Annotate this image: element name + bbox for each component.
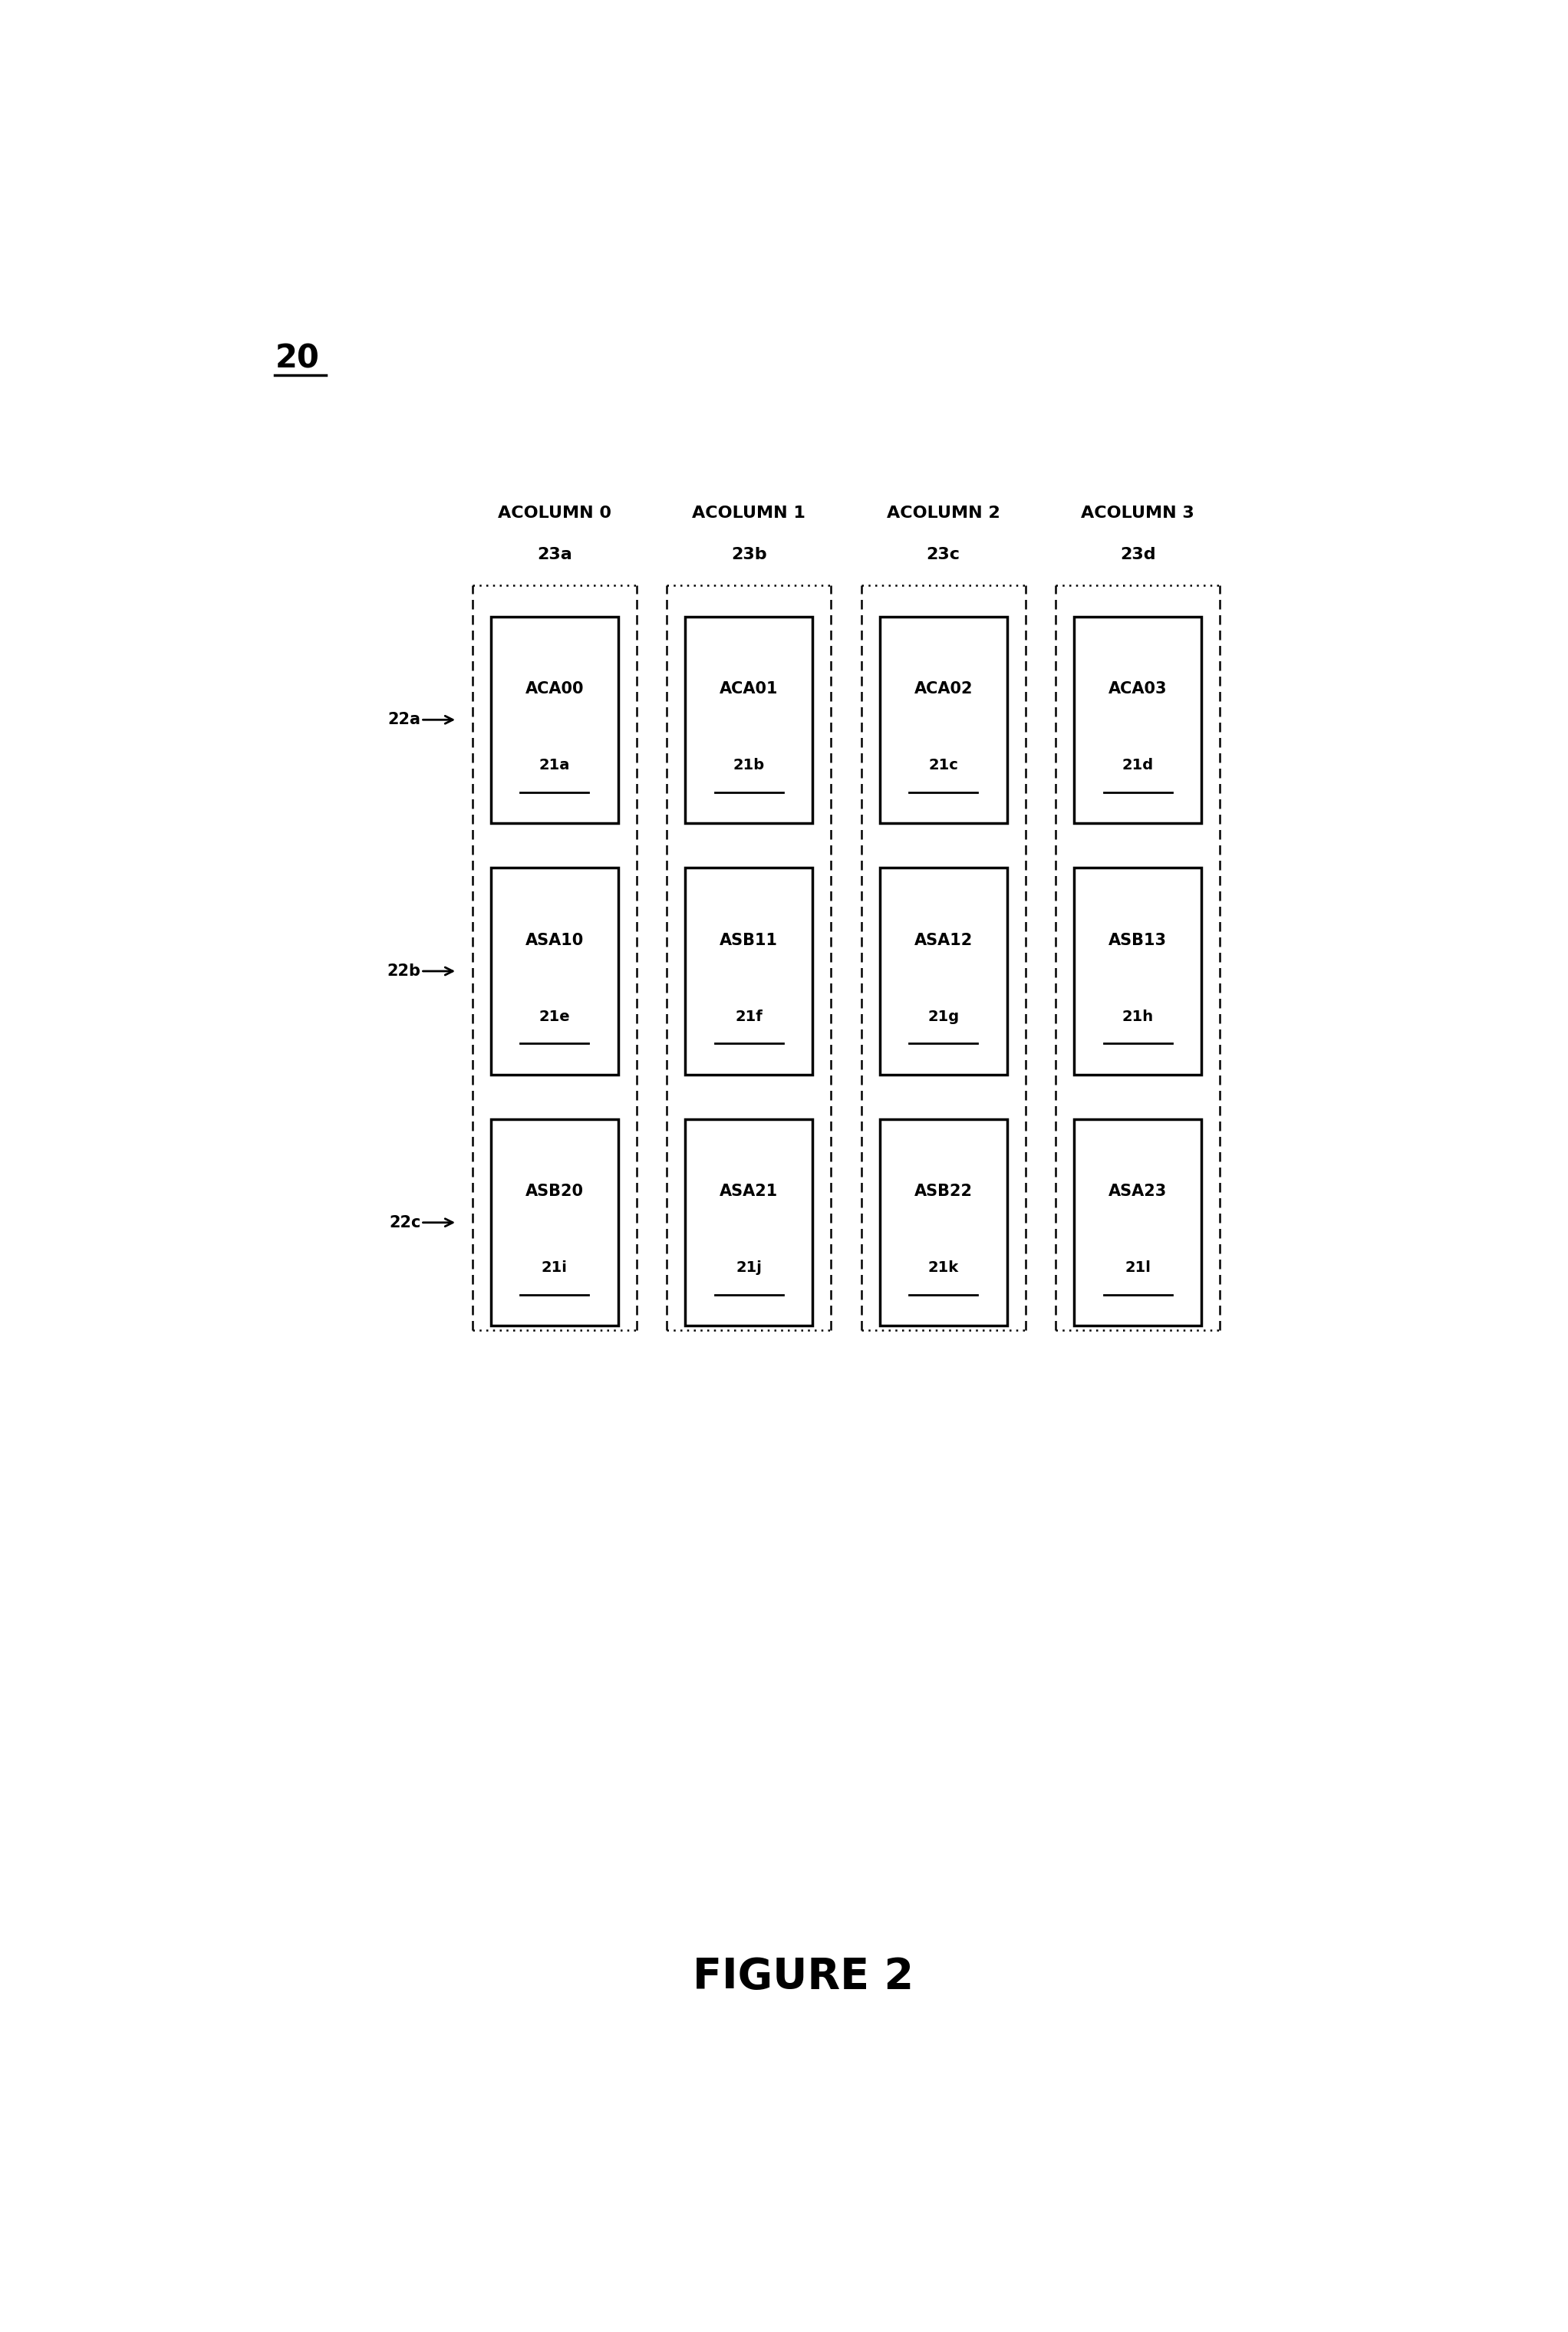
Text: 21k: 21k [928,1262,958,1276]
Text: 21l: 21l [1124,1262,1151,1276]
Text: 21i: 21i [541,1262,568,1276]
Text: ACOLUMN 3: ACOLUMN 3 [1080,506,1195,520]
Bar [1074,1119,1201,1327]
Text: 21c: 21c [928,758,958,772]
Bar [685,1119,812,1327]
Text: 22a: 22a [387,711,420,728]
Text: ASA10: ASA10 [525,933,583,947]
Text: 21j: 21j [735,1262,762,1276]
Text: FIGURE 2: FIGURE 2 [693,1957,914,1999]
Text: ASB11: ASB11 [720,933,778,947]
Bar [880,868,1007,1075]
Text: 20: 20 [274,343,320,375]
Bar [1074,616,1201,823]
Text: 21a: 21a [539,758,571,772]
Text: 23a: 23a [536,548,572,562]
Text: ACA03: ACA03 [1109,681,1167,697]
Text: 23c: 23c [927,548,960,562]
Bar [685,868,812,1075]
Text: 23d: 23d [1120,548,1156,562]
Text: 22c: 22c [389,1215,420,1231]
Bar [1074,868,1201,1075]
Text: 21g: 21g [928,1010,960,1024]
Text: ACOLUMN 0: ACOLUMN 0 [497,506,612,520]
Text: ACA00: ACA00 [525,681,583,697]
Text: ASA23: ASA23 [1109,1185,1167,1199]
Text: ASA12: ASA12 [914,933,972,947]
Text: ACA02: ACA02 [914,681,972,697]
Text: ASA21: ASA21 [720,1185,778,1199]
Text: ASB22: ASB22 [914,1185,972,1199]
Text: ACOLUMN 2: ACOLUMN 2 [886,506,1000,520]
Text: 22b: 22b [387,963,420,979]
Bar [491,616,618,823]
Text: 21f: 21f [735,1010,762,1024]
Text: 21h: 21h [1123,1010,1154,1024]
Text: ASB20: ASB20 [525,1185,583,1199]
Text: 21b: 21b [734,758,765,772]
Text: ASB13: ASB13 [1109,933,1167,947]
Text: ACA01: ACA01 [720,681,778,697]
Text: 23b: 23b [731,548,767,562]
Text: ACOLUMN 1: ACOLUMN 1 [691,506,806,520]
Bar [491,868,618,1075]
Bar [880,1119,1007,1327]
Bar [491,1119,618,1327]
Text: 21e: 21e [539,1010,571,1024]
Bar [685,616,812,823]
Text: 21d: 21d [1123,758,1154,772]
Bar [880,616,1007,823]
